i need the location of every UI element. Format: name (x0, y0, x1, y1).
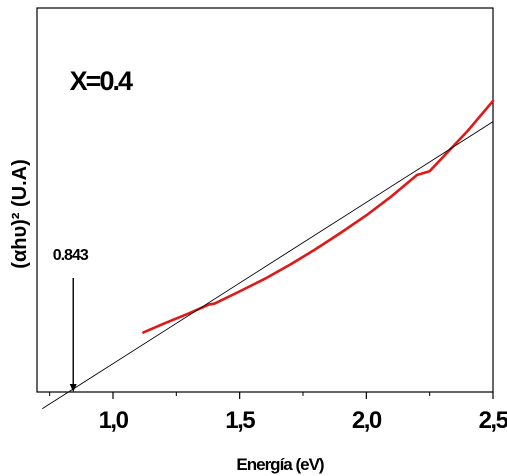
x-axis-ticks: 1,0 1,5 2,0 2,5 (49, 392, 507, 434)
composition-annotation: X=0.4 (70, 66, 133, 96)
intercept-annotation: 0.843 (53, 247, 89, 264)
plot-frame (36, 7, 494, 393)
series-group (42, 99, 495, 409)
x-tick-label: 2,0 (352, 407, 382, 434)
x-tick-label: 2,5 (479, 407, 507, 434)
annotations: X=0.4 0.843 (53, 66, 135, 392)
data-series-line (142, 99, 495, 334)
x-tick-label: 1,0 (99, 407, 129, 434)
arrow-head-icon (69, 384, 77, 392)
linear-fit-line (42, 121, 494, 409)
x-tick-label: 1,5 (225, 407, 255, 434)
y-axis-title: (αhυ)² (U.A) (9, 159, 31, 268)
plot-area (36, 7, 494, 393)
x-axis-title: Energía (eV) (236, 455, 324, 474)
